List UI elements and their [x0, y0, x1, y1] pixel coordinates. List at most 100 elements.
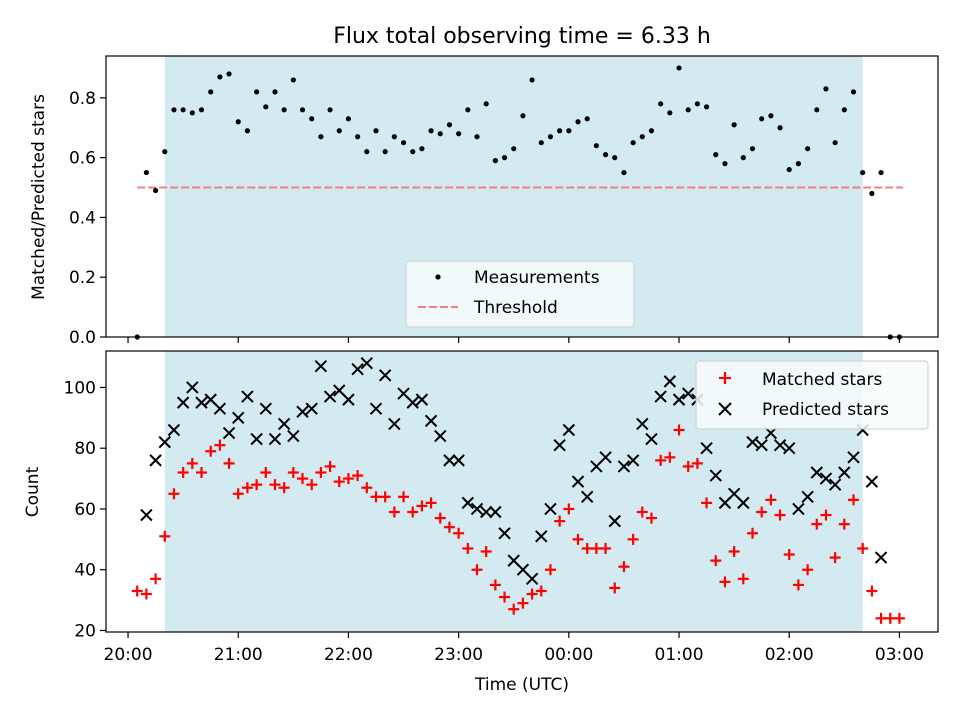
measurement-point [143, 169, 150, 176]
matched-star-point [636, 506, 648, 518]
measurement-point [749, 146, 756, 152]
measurement-point [290, 77, 296, 83]
matched-star-point [342, 473, 354, 485]
matched-star-point [572, 533, 584, 545]
matched-star-point [544, 564, 556, 576]
predicted-star-point [167, 423, 181, 437]
bottom-plot-frame [105, 350, 939, 633]
matched-star-point [554, 515, 566, 527]
measurement-point [465, 107, 471, 113]
matched-star-point [260, 467, 272, 479]
matched-star-point [269, 479, 281, 491]
matched-star-point [517, 597, 529, 609]
measurement-point [437, 131, 443, 137]
measurement-point [685, 107, 691, 113]
measurement-point [602, 152, 609, 158]
predicted-star-point [865, 475, 879, 488]
measurement-point [841, 107, 847, 113]
predicted-star-point [461, 496, 475, 510]
matched-star-point [710, 555, 722, 567]
matched-star-point [388, 506, 400, 518]
predicted-star-point [737, 496, 750, 510]
top-plot-frame [105, 55, 939, 338]
predicted-star-point [470, 502, 484, 516]
measurement-point [777, 125, 783, 131]
matched-star-point [792, 579, 804, 591]
measurement-point [621, 169, 627, 176]
matched-star-point [223, 457, 235, 469]
matched-star-point [857, 542, 869, 554]
y-tick-label: 0.6 [69, 149, 96, 169]
predicted-star-point [801, 490, 814, 504]
predicted-star-point [222, 426, 236, 440]
matched-star-point [416, 500, 428, 512]
matched-star-point [352, 470, 364, 482]
predicted-star-point [544, 502, 557, 516]
predicted-star-point [755, 438, 768, 452]
legend-predicted-marker [718, 402, 732, 416]
predicted-star-point [746, 435, 759, 449]
measurement-point [511, 146, 517, 152]
measurement-point [694, 101, 700, 107]
x-tick-label: 03:00 [875, 645, 924, 665]
predicted-star-point [287, 429, 300, 443]
predicted-star-point [599, 451, 612, 464]
predicted-star-point [415, 393, 429, 406]
matched-star-point [600, 542, 612, 554]
measurement-point [180, 107, 186, 113]
predicted-star-point [828, 478, 842, 491]
matched-star-point [765, 494, 777, 506]
measurement-point [456, 131, 462, 137]
matched-star-point [480, 545, 492, 557]
y-tick-label: 100 [64, 378, 96, 398]
measurement-point [171, 107, 177, 113]
bottom-legend-box [695, 360, 929, 430]
matched-star-point [848, 494, 860, 506]
predicted-star-point [571, 475, 585, 488]
measurement-point [217, 74, 223, 80]
top-plot: 0.00.20.40.60.8 Matched/Predicted stars … [29, 55, 939, 348]
predicted-star-point [709, 469, 722, 482]
y-tick-label: 40 [74, 561, 96, 581]
predicted-star-point [195, 396, 208, 409]
predicted-star-point [645, 432, 658, 446]
y-tick-label: 0.0 [69, 328, 96, 348]
chart-title: Flux total observing time = 6.33 h [333, 24, 711, 49]
matched-star-point [434, 512, 446, 524]
bottom-y-axis-label: Count [23, 466, 43, 517]
predicted-star-point [176, 396, 190, 409]
matched-star-point [581, 542, 593, 554]
predicted-star-point [186, 381, 199, 394]
matched-star-point [728, 545, 740, 557]
measurement-point [299, 107, 306, 113]
measurement-point [860, 169, 866, 176]
predicted-star-point [783, 442, 796, 455]
matched-star-point [719, 576, 731, 588]
predicted-star-point [874, 551, 888, 564]
measurement-point [768, 113, 774, 119]
measurement-point [189, 110, 195, 116]
matched-star-point [820, 509, 832, 521]
measurement-point [428, 128, 434, 134]
x-axis-label: Time (UTC) [474, 675, 569, 695]
measurement-point [391, 134, 397, 140]
matched-star-point [829, 552, 841, 564]
predicted-star-point [682, 387, 695, 400]
matched-star-point [297, 473, 309, 485]
matched-star-point [563, 503, 575, 515]
predicted-star-point [250, 432, 263, 446]
legend-measurements-label: Measurements [474, 268, 600, 288]
measurement-point [162, 149, 168, 155]
predicted-star-point [213, 402, 227, 415]
matched-star-point [627, 533, 639, 545]
measurement-point [566, 128, 572, 134]
matched-star-point [205, 445, 217, 457]
matched-star-point [508, 603, 520, 615]
measurement-point [355, 134, 361, 140]
matched-star-point [370, 491, 382, 503]
matched-star-point [866, 585, 878, 597]
legend-matched-label: Matched stars [762, 370, 882, 390]
matched-star-point [398, 491, 410, 503]
matched-star-point [186, 457, 198, 469]
measurement-point [740, 155, 746, 161]
